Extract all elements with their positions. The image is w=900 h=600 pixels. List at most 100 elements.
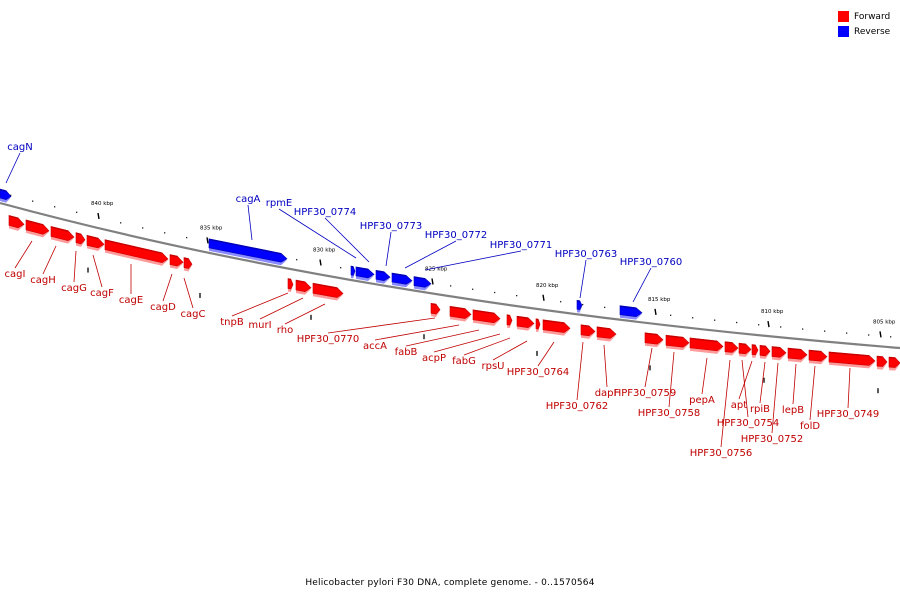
gene-edge (738, 343, 746, 346)
reverse-gene (576, 299, 583, 313)
gene-edge (828, 351, 870, 357)
gene-label: HPF30_0760 (620, 257, 682, 268)
gene-edge (808, 350, 822, 353)
scale-label: 835 kbp (200, 225, 223, 231)
gene-edge (104, 239, 163, 254)
forward-gene (287, 278, 294, 293)
gene-label: cagF (90, 288, 114, 299)
leader-line (632, 267, 652, 303)
reverse-gene (350, 265, 356, 279)
forward-gene (25, 219, 50, 238)
gene-edge (8, 215, 19, 220)
forward-gene (828, 351, 876, 369)
leader-line (463, 337, 511, 356)
leader-line (771, 362, 779, 434)
minor-tick (450, 285, 452, 287)
forward-gene (75, 232, 86, 247)
minor-tick (824, 330, 826, 332)
leader-line (579, 259, 587, 299)
minor-tick (120, 222, 122, 224)
forward-gene (472, 309, 501, 326)
scale-label: 830 kbp (313, 247, 336, 253)
forward-gene (771, 346, 787, 361)
forward-gene (542, 319, 571, 336)
gene-label: HPF30_0759 (614, 388, 676, 399)
leader-line (405, 329, 480, 347)
gene-edge (580, 324, 590, 328)
forward-gene (8, 215, 25, 231)
gene-label: cagH (30, 275, 56, 286)
minor-tick (164, 232, 166, 234)
major-tick (767, 321, 770, 328)
gene-edge (787, 348, 802, 351)
reverse-gene (375, 269, 391, 284)
gene-edge (644, 332, 658, 336)
minor-tick (736, 321, 738, 324)
gene-label: cagE (119, 295, 143, 306)
minor-tick (582, 303, 584, 306)
gene-body (86, 234, 105, 249)
gene-edge (75, 232, 82, 236)
reverse-gene (0, 188, 12, 203)
forward-gene (312, 282, 344, 301)
leader-line (492, 340, 528, 361)
major-tick (654, 308, 657, 316)
forward-swatch (838, 11, 849, 22)
leader-line (759, 361, 766, 404)
gene-edge (391, 272, 407, 277)
gene-label: accA (363, 341, 387, 352)
gene-label: rho (277, 325, 293, 336)
strand-legend: Forward Reverse (838, 9, 890, 39)
forward-gene (724, 341, 739, 356)
gene-label: HPF30_0762 (546, 401, 608, 412)
gene-label: HPF30_0764 (507, 367, 569, 378)
legend-label-reverse: Reverse (854, 26, 891, 37)
gene-label: HPF30_0774 (294, 207, 356, 218)
gene-edge (375, 270, 385, 273)
forward-gene (516, 315, 535, 331)
leader-line (324, 217, 370, 263)
gene-label: HPF30_0758 (638, 408, 700, 419)
forward-gene (665, 334, 690, 351)
forward-gene (449, 305, 472, 322)
gene-edge (759, 345, 766, 348)
gene-label: cagD (150, 302, 176, 313)
leader-line (741, 359, 749, 418)
gene-label: cagA (236, 194, 261, 205)
leader-line (14, 240, 33, 269)
gene-edge (665, 335, 684, 339)
leader-line (404, 240, 457, 269)
leader-line (738, 360, 753, 400)
forward-gene (751, 344, 759, 358)
reverse-gene (208, 238, 288, 266)
gene-edge (169, 254, 178, 258)
leader-line (385, 231, 392, 267)
gene-label: lepB (782, 405, 804, 416)
forward-gene (104, 239, 169, 266)
minor-tick (604, 306, 606, 309)
reverse-gene (619, 305, 643, 320)
forward-gene (169, 254, 184, 270)
minor-tick (296, 259, 298, 261)
gene-label: fabG (452, 356, 476, 367)
gene-label: apt (731, 400, 747, 411)
gene-edge (183, 257, 189, 260)
gene-label: rpmE (266, 198, 293, 209)
leader-line (537, 341, 555, 367)
leader-line (284, 303, 326, 325)
forward-gene (787, 347, 808, 363)
gene-label: HPF30_0772 (425, 230, 487, 241)
major-tick (319, 259, 322, 266)
gene-edge (516, 316, 529, 319)
gene-edge (771, 346, 781, 349)
gene-label: HPF30_0754 (717, 418, 779, 429)
gene-label: HPF30_0749 (817, 409, 879, 420)
minor-tick (868, 334, 870, 336)
gene-label: murI (248, 320, 271, 331)
minor-tick (472, 288, 474, 290)
major-tick (542, 294, 545, 301)
forward-gene (644, 332, 664, 348)
gene-label: pepA (689, 395, 715, 406)
scale-label: 840 kbp (91, 201, 114, 207)
